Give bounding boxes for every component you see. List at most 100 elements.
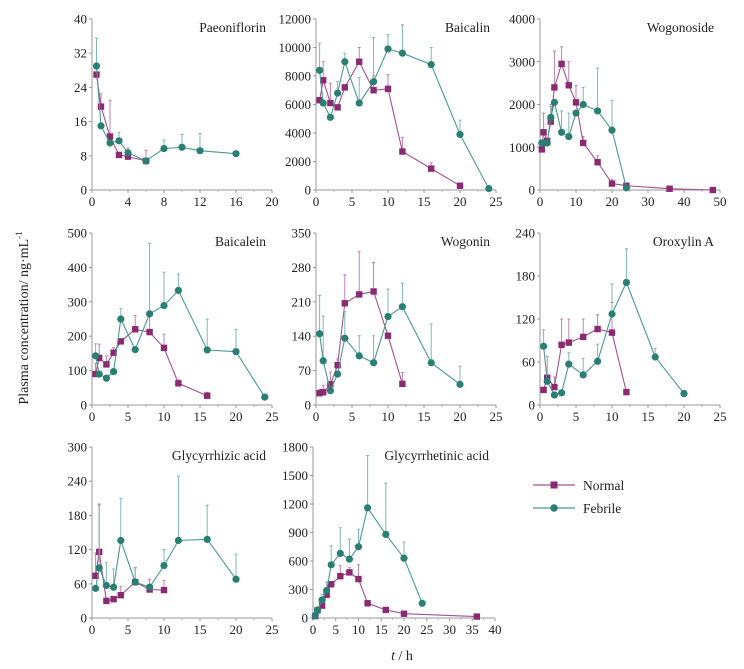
x-tick-label: 15 — [194, 409, 207, 424]
data-point-febrile — [110, 583, 118, 591]
y-tick-label: 240 — [516, 226, 536, 241]
series-line — [95, 551, 165, 602]
x-tick-label: 15 — [642, 409, 655, 424]
series-febrile — [92, 242, 269, 401]
data-point-normal — [547, 118, 554, 125]
data-point-febrile — [131, 578, 139, 586]
data-point-normal — [709, 186, 716, 194]
data-point-febrile — [232, 575, 240, 583]
data-point-febrile — [326, 387, 334, 395]
x-tick-label: 5 — [349, 409, 356, 424]
x-tick-label: 20 — [266, 194, 279, 209]
y-tick-label: 4000 — [285, 126, 311, 141]
data-point-normal — [382, 606, 389, 614]
series-normal — [92, 314, 211, 399]
y-tick-label: 0 — [81, 183, 88, 198]
y-tick-label: 6000 — [285, 97, 311, 112]
data-point-febrile — [370, 78, 378, 86]
data-point-normal — [117, 592, 124, 599]
data-point-febrile — [341, 58, 349, 66]
data-point-febrile — [341, 334, 349, 342]
data-point-normal — [580, 139, 587, 147]
data-point-normal — [580, 333, 587, 341]
y-tick-label: 280 — [292, 260, 312, 275]
data-point-febrile — [355, 99, 363, 107]
data-point-febrile — [550, 98, 559, 106]
x-tick-label: 20 — [678, 409, 691, 424]
x-tick-label: 5 — [333, 622, 340, 637]
series-line — [95, 65, 237, 162]
panel-title: Baicalein — [215, 234, 266, 249]
x-tick-label: 30 — [443, 622, 456, 637]
data-point-normal — [327, 381, 334, 388]
panel-wogonoside: 0 1000 2000 3000 4000 0 10 20 30 40 50 Wogonoside — [509, 12, 727, 210]
data-point-febrile — [323, 586, 331, 595]
y-tick-label: 70 — [298, 363, 311, 378]
data-point-febrile — [313, 606, 322, 614]
y-tick-label: 32 — [74, 46, 87, 61]
x-tick-label: 0 — [310, 622, 317, 637]
series-febrile — [92, 37, 240, 165]
data-point-normal — [594, 325, 601, 333]
x-tick-label: 15 — [194, 622, 207, 637]
x-tick-label: 0 — [537, 409, 544, 424]
y-tick-label: 900 — [289, 525, 309, 540]
data-point-febrile — [622, 278, 631, 287]
y-tick-label: 350 — [292, 226, 312, 241]
data-point-normal — [96, 354, 103, 362]
series-normal — [540, 302, 630, 396]
y-tick-label: 1200 — [282, 497, 308, 512]
data-point-febrile — [398, 49, 406, 57]
data-point-febrile — [427, 61, 435, 69]
panel-glycyrrhetinic-acid: 0 300 600 900 1200 1500 1800 0 5 10 15 20 25 30 35 40 Gl… — [282, 440, 502, 638]
panel-title: Glycyrrhizic acid — [172, 448, 266, 463]
data-point-febrile — [572, 109, 580, 117]
data-point-normal — [551, 84, 558, 91]
y-tick-label: 0 — [305, 183, 312, 198]
data-point-febrile — [117, 536, 125, 545]
data-point-febrile — [547, 113, 555, 121]
data-point-febrile — [565, 360, 573, 368]
x-tick-label: 8 — [161, 194, 168, 209]
data-point-normal — [355, 575, 362, 583]
data-point-febrile — [124, 149, 132, 157]
data-point-febrile — [131, 346, 139, 354]
data-point-normal — [540, 386, 547, 394]
y-tick-label: 60 — [74, 576, 87, 591]
series-normal — [316, 251, 406, 397]
data-point-normal — [316, 97, 323, 104]
y-tick-label: 24 — [74, 80, 88, 95]
data-point-normal — [666, 185, 673, 192]
data-point-normal — [320, 389, 327, 396]
legend-marker-circle — [550, 504, 558, 512]
data-point-febrile — [316, 66, 324, 74]
data-point-febrile — [680, 389, 688, 398]
y-tick-label: 180 — [516, 269, 536, 284]
panel-wogonin: 0 70 140 210 280 350 0 5 10 15 20 25 Wogonin — [292, 226, 503, 425]
data-point-normal — [538, 146, 545, 153]
data-point-febrile — [160, 144, 168, 153]
x-tick-label: 20 — [454, 409, 467, 424]
data-point-febrile — [364, 504, 372, 512]
data-point-normal — [623, 388, 630, 396]
data-point-normal — [551, 383, 558, 391]
y-tick-label: 8 — [81, 148, 88, 163]
data-point-febrile — [102, 581, 110, 590]
data-point-febrile — [594, 107, 602, 115]
panel-baicalein: 0 100 200 300 400 500 0 5 10 15 20 25 Baicalein — [68, 226, 279, 425]
y-tick-label: 500 — [68, 226, 88, 241]
x-tick-label: 25 — [420, 622, 433, 637]
y-axis-label-text: Plasma concentration/ ng·mL — [17, 239, 32, 405]
data-point-febrile — [326, 113, 334, 121]
data-point-febrile — [398, 303, 406, 311]
data-point-normal — [356, 291, 363, 298]
data-point-normal — [320, 77, 327, 84]
data-point-febrile — [565, 132, 573, 141]
data-point-normal — [456, 182, 464, 189]
data-point-febrile — [203, 346, 211, 354]
data-point-normal — [364, 600, 371, 607]
data-point-normal — [323, 591, 330, 598]
data-point-febrile — [579, 100, 587, 109]
data-point-febrile — [558, 128, 566, 136]
